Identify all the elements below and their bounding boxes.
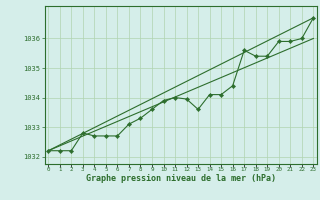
X-axis label: Graphe pression niveau de la mer (hPa): Graphe pression niveau de la mer (hPa) [86,174,276,183]
